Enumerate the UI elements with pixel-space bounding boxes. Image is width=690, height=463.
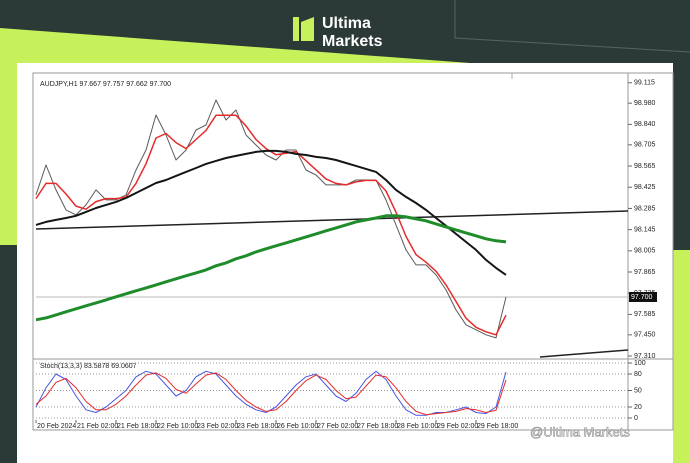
x-tick-label: 22 Feb 10:00: [157, 423, 198, 430]
series-line: [35, 214, 507, 322]
trend-line: [539, 349, 629, 358]
logo-mark: [301, 17, 314, 41]
x-tick-label: 21 Feb 02:00: [77, 423, 118, 430]
x-tick-label: 21 Feb 18:00: [117, 423, 158, 430]
y-tick-label: 97.585: [634, 311, 656, 318]
y-tick-label: 0: [634, 415, 638, 422]
indicator-title: Stoch(13,3,3) 83.5878 69.0607: [40, 363, 137, 370]
y-tick-label: 100: [634, 360, 646, 367]
y-tick-label: 50: [634, 387, 642, 394]
watermark: @Ultima Markets: [530, 424, 630, 439]
y-tick-label: 97.310: [634, 353, 656, 360]
brand-line: Markets: [322, 33, 383, 50]
series-line: [35, 149, 507, 276]
y-tick-label: 80: [634, 371, 642, 378]
chart-title: AUDJPY,H1 97.667 97.757 97.662 97.700: [40, 81, 171, 88]
x-tick-label: 20 Feb 2024: [37, 423, 76, 430]
y-tick-label: 98.840: [634, 121, 656, 128]
x-tick-label: 29 Feb 02:00: [437, 423, 478, 430]
trend-line: [35, 210, 629, 230]
y-tick-label: 98.145: [634, 226, 656, 233]
current-price-box: [629, 291, 657, 302]
accent-strip: [0, 63, 17, 245]
current-price-label: 97.700: [631, 294, 653, 301]
x-tick-label: 28 Feb 10:00: [397, 423, 438, 430]
x-tick-label: 23 Feb 02:00: [197, 423, 238, 430]
y-tick-label: 97.450: [634, 332, 656, 339]
y-tick-label: 98.285: [634, 205, 656, 212]
x-tick-label: 26 Feb 10:00: [277, 423, 318, 430]
chart-frame: [32, 72, 674, 431]
decor-line: [454, 0, 690, 53]
y-tick-label: 98.565: [634, 163, 656, 170]
series-line: [35, 99, 507, 339]
x-tick-label: 23 Feb 18:00: [237, 423, 278, 430]
x-tick-label: 27 Feb 18:00: [357, 423, 398, 430]
y-tick-label: 98.425: [634, 184, 656, 191]
logo: Ultima Markets: [293, 15, 383, 50]
series-line: [35, 372, 507, 416]
y-tick-label: 97.865: [634, 269, 656, 276]
y-tick-label: 99.115: [634, 80, 655, 87]
logo-mark: [293, 17, 299, 41]
y-tick-label: 20: [634, 404, 642, 411]
x-tick-label: 27 Feb 02:00: [317, 423, 358, 430]
accent-band: [0, 28, 470, 63]
brand-line: Ultima: [322, 15, 371, 32]
x-tick-label: 29 Feb 18:00: [477, 423, 518, 430]
y-tick-label: 98.980: [634, 100, 656, 107]
y-tick-label: 98.705: [634, 142, 656, 149]
accent-strip: [673, 250, 690, 463]
y-tick-label: 98.005: [634, 248, 656, 255]
